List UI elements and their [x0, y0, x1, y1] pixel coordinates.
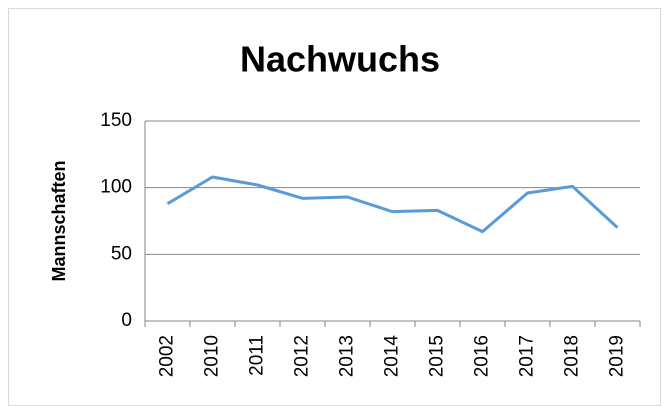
x-tick-label: 2019: [607, 335, 628, 377]
x-tick-label: 2012: [292, 335, 313, 377]
x-tick-label: 2015: [427, 335, 448, 377]
y-tick-label: 150: [100, 110, 132, 131]
x-tick-label: 2002: [157, 335, 178, 377]
x-tick-label: 2018: [562, 335, 583, 377]
chart-frame: [8, 8, 661, 406]
y-tick-label: 0: [121, 310, 132, 331]
x-tick-label: 2013: [337, 335, 358, 377]
y-tick-label: 100: [100, 177, 132, 198]
x-tick-label: 2010: [202, 335, 223, 377]
y-tick-label: 50: [111, 243, 132, 264]
y-axis-label: Mannschaften: [49, 160, 69, 281]
data-line: [166, 175, 619, 234]
x-tick-label: 2011: [247, 335, 268, 376]
x-tick-label: 2014: [382, 335, 403, 378]
x-tick-label: 2016: [472, 335, 493, 377]
x-tick-label: 2017: [517, 335, 538, 377]
chart-title: Nachwuchs: [240, 39, 440, 80]
